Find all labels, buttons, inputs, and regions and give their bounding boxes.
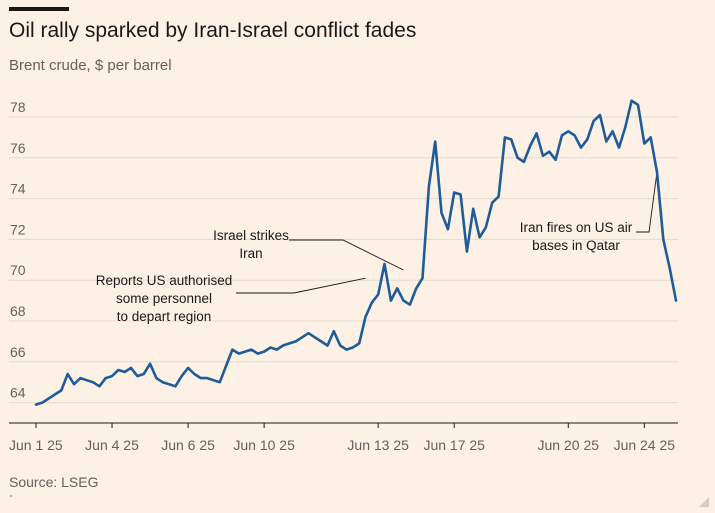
resize-grip-icon[interactable] (699, 497, 709, 507)
x-tick-label: Jun 20 25 (538, 437, 600, 453)
y-tick-label: 68 (10, 303, 26, 319)
annotation-text: some personnel (116, 291, 212, 306)
series-line (34, 99, 678, 406)
x-tick-label: Jun 13 25 (347, 437, 409, 453)
annotation-leader (289, 239, 404, 271)
y-tick-label: 74 (10, 181, 26, 197)
y-tick-label: 76 (10, 140, 26, 156)
y-tick-label: 66 (10, 344, 26, 360)
annotation-text: bases in Qatar (532, 238, 620, 253)
x-tick-label: Jun 4 25 (85, 437, 139, 453)
y-tick-label: 72 (10, 221, 26, 237)
x-tick-label: Jun 6 25 (161, 437, 215, 453)
source-note: Source: LSEG (9, 474, 99, 490)
annotation-leader (236, 277, 366, 294)
chart-title: Oil rally sparked by Iran-Israel conflic… (9, 19, 417, 42)
annotation-text: to depart region (117, 309, 212, 324)
x-tick-label: Jun 24 25 (614, 437, 676, 453)
annotation-leader (636, 172, 658, 233)
y-tick-label: 64 (10, 385, 26, 401)
x-tick-label: Jun 10 25 (233, 437, 295, 453)
y-tick-label: 70 (10, 262, 26, 278)
chart-subtitle: Brent crude, $ per barrel (9, 57, 172, 74)
y-tick-label: 78 (10, 99, 26, 115)
annotation-text: Iran fires on US air (520, 220, 633, 235)
x-tick-label: Jun 17 25 (423, 437, 485, 453)
brand-bar (9, 7, 69, 11)
annotation-text: Israel strikes (213, 228, 289, 243)
annotation-text: Iran (239, 246, 262, 261)
x-tick-label: Jun 1 25 (9, 437, 63, 453)
annotation-text: Reports US authorised (96, 273, 233, 288)
decorative-dot (10, 495, 12, 497)
